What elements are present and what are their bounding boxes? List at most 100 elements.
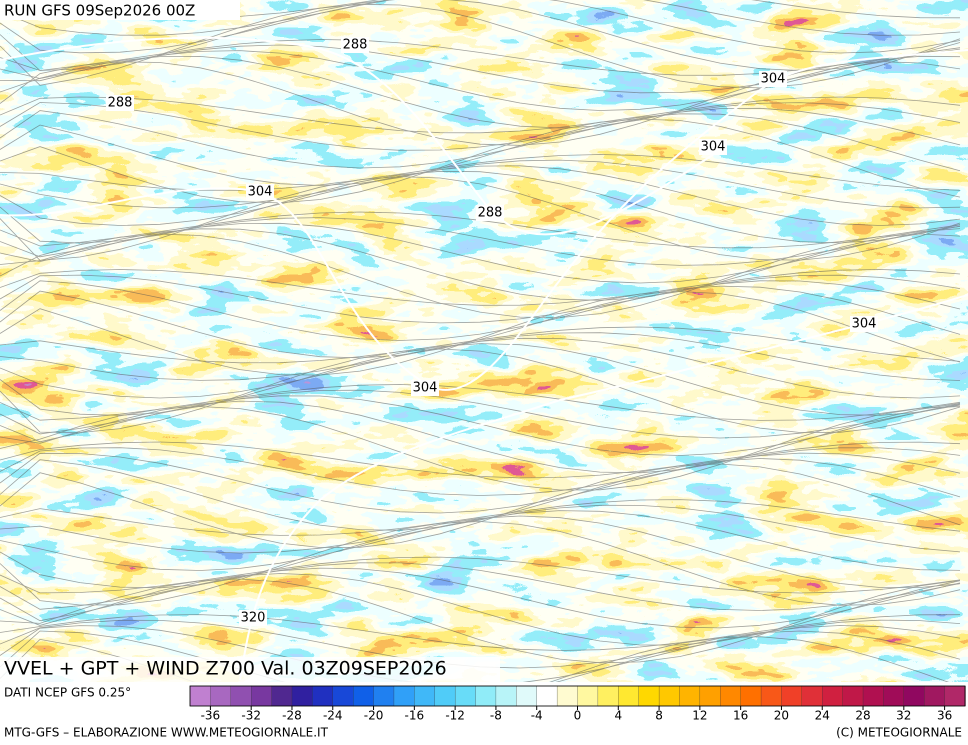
colorbar-swatch (822, 685, 844, 707)
streamline (0, 159, 961, 209)
contour-label-box (246, 184, 274, 200)
colorbar-tick-label: 12 (692, 709, 707, 723)
colorbar-swatch (475, 685, 497, 707)
contour-label-box (759, 71, 787, 87)
colorbar-swatch (944, 685, 966, 707)
map-title: VVEL + GPT + WIND Z700 Val. 03Z09SEP2026 (4, 658, 447, 680)
streamline (0, 170, 961, 244)
colorbar-swatch (883, 685, 905, 707)
contour-label-box (411, 380, 439, 396)
streamline (0, 269, 961, 306)
colorbar-swatch (414, 685, 436, 707)
streamline (0, 562, 961, 611)
colorbar-swatch (230, 685, 252, 707)
streamline (0, 280, 961, 341)
contour-labels: 288 288 304 304 304 288 304 304 320 (106, 37, 878, 626)
colorbar-swatch (577, 685, 599, 707)
colorbar-swatch (189, 685, 212, 707)
colorbar-swatch (679, 685, 701, 707)
contour-label: 304 (852, 317, 877, 332)
streamline (0, 55, 961, 129)
colorbar-swatch (434, 685, 456, 707)
colorbar-swatch (353, 685, 375, 707)
contour-label-box (476, 205, 504, 221)
colorbar-swatch (210, 685, 232, 707)
colorbar-tick-label: -4 (531, 709, 543, 723)
streamline (0, 291, 961, 376)
streamline (0, 0, 961, 54)
colorbar-swatch (373, 685, 395, 707)
streamline (0, 165, 961, 226)
colorbar-tick-label: -24 (323, 709, 343, 723)
colorbar-tick-label: 0 (574, 709, 582, 723)
footer-left: MTG-GFS – ELABORAZIONE WWW.METEOGIORNALE… (4, 726, 329, 740)
streamline (0, 0, 961, 36)
contour-label-box (850, 316, 878, 332)
colorbar-tick-label: -28 (282, 709, 302, 723)
colorbar: -36 -32 -28 -24 -20 -16 -12 -8 -4 0 4 8 12 16 20 24 28 32… (189, 685, 966, 723)
contour-label: 288 (343, 38, 368, 53)
colorbar-swatch (454, 685, 477, 707)
contour-label-box (699, 139, 727, 155)
streamline (0, 395, 961, 456)
streamline (0, 521, 961, 606)
streamline (0, 463, 961, 548)
colorbar-swatch (291, 685, 314, 707)
contour-label: 304 (413, 381, 438, 396)
streamline (0, 326, 961, 364)
streamline (0, 458, 961, 531)
streamline (0, 499, 961, 536)
colorbar-swatch (495, 685, 517, 707)
contour-line (0, 49, 968, 391)
source-label: DATI NCEP GFS 0.25° (4, 686, 131, 700)
colorbar-swatch (699, 685, 721, 707)
wind-streamlines (0, 0, 961, 721)
streamline (0, 348, 961, 434)
contour-label: 304 (248, 185, 273, 200)
colorbar-tick-label: -8 (490, 709, 502, 723)
title-box (0, 657, 500, 682)
colorbar-tick-label: 24 (815, 709, 830, 723)
streamline (0, 96, 961, 134)
contour-label-box (239, 610, 267, 626)
colorbar-tick-label: 4 (614, 709, 622, 723)
colorbar-tick-label: 32 (896, 709, 911, 723)
colorbar-swatch (658, 685, 681, 707)
contour-label: 288 (108, 96, 133, 111)
streamline (0, 222, 961, 284)
streamline (0, 400, 961, 474)
colorbar-swatch (720, 685, 742, 707)
colorbar-swatch (332, 685, 354, 707)
streamline (0, 61, 961, 146)
contour-line (0, 36, 721, 236)
streamline (0, 556, 961, 594)
colorbar-swatch (781, 685, 803, 707)
contour-label-box (341, 37, 369, 53)
streamline (0, 567, 961, 629)
streamline (0, 578, 961, 664)
colorbar-swatch (842, 685, 864, 707)
footer-right: (C) METEOGIORNALE (836, 726, 962, 740)
colorbar-tick-label: -20 (364, 709, 384, 723)
streamline (0, 3, 961, 89)
colorbar-swatch (556, 685, 579, 707)
streamline (0, 337, 961, 399)
colorbar-swatch (597, 685, 619, 707)
streamline (0, 233, 961, 319)
streamline (0, 573, 961, 646)
colorbar-swatch (801, 685, 823, 707)
colorbar-tick-label: 28 (855, 709, 870, 723)
colorbar-tick-label: -12 (445, 709, 465, 723)
streamline (0, 50, 961, 111)
colorbar-swatch (638, 685, 660, 707)
streamline (0, 510, 961, 571)
streamline (0, 228, 961, 301)
colorbar-swatch (618, 685, 640, 707)
streamline (0, 118, 961, 204)
run-label-box (0, 0, 240, 20)
colorbar-swatch (862, 685, 885, 707)
colorbar-swatch (536, 685, 558, 707)
streamline (0, 154, 961, 191)
